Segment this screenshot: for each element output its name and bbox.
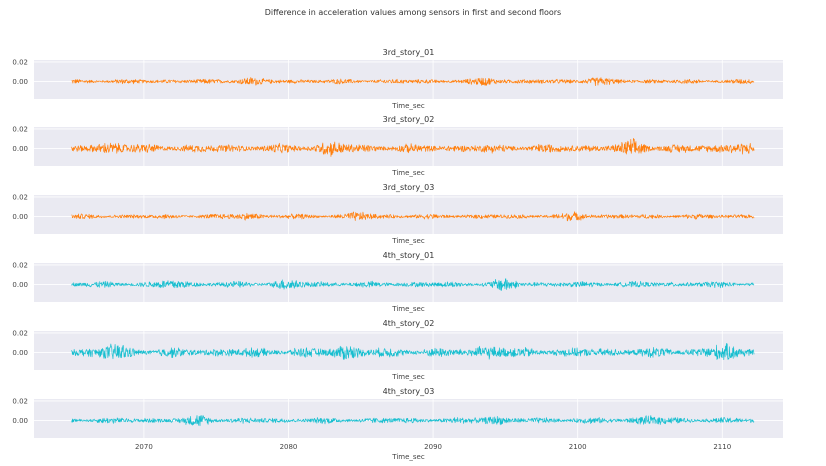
subplot-4th_story_01: 0.00 0.02 4th_story_01 Time_sec <box>12 251 783 313</box>
subplot-background <box>34 60 783 99</box>
x-tick-label: 2080 <box>280 443 298 451</box>
x-axis-label: Time_sec <box>391 169 425 177</box>
x-axis-label: Time_sec <box>391 237 425 245</box>
x-axis-label: Time_sec <box>391 373 425 381</box>
y-tick-label: 0.02 <box>12 58 28 66</box>
y-tick-label: 0.02 <box>12 329 28 337</box>
series-line-3rd_story_03 <box>71 211 755 222</box>
subplot-title: 3rd_story_01 <box>383 48 435 57</box>
x-axis-label: Time_sec <box>391 102 425 110</box>
series-line-3rd_story_01 <box>71 77 755 87</box>
x-tick-label: 2070 <box>135 443 153 451</box>
y-tick-label: 0.00 <box>12 417 28 425</box>
subplot-3rd_story_01: 0.00 0.02 3rd_story_01 Time_sec <box>12 48 783 110</box>
subplot-3rd_story_03: 0.00 0.02 3rd_story_03 Time_sec <box>12 183 783 245</box>
subplot-background <box>34 263 783 302</box>
y-tick-label: 0.00 <box>12 145 28 153</box>
y-tick-label: 0.02 <box>12 397 28 405</box>
y-tick-label: 0.00 <box>12 281 28 289</box>
x-axis-label: Time_sec <box>391 305 425 313</box>
subplot-4th_story_02: 0.00 0.02 4th_story_02 Time_sec <box>12 319 783 381</box>
series-line-3rd_story_02 <box>71 137 755 157</box>
subplot-background <box>34 195 783 234</box>
y-tick-label: 0.02 <box>12 261 28 269</box>
y-tick-label: 0.00 <box>12 213 28 221</box>
subplot-title: 3rd_story_03 <box>383 183 435 192</box>
subplot-background <box>34 399 783 438</box>
series-line-4th_story_03 <box>71 415 755 427</box>
subplot-title: 4th_story_03 <box>383 387 435 396</box>
y-tick-label: 0.00 <box>12 78 28 86</box>
y-tick-label: 0.02 <box>12 125 28 133</box>
y-tick-label: 0.00 <box>12 349 28 357</box>
subplot-4th_story_03: 0.00 0.02 4th_story_03 Time_sec <box>12 387 783 461</box>
series-line-4th_story_01 <box>71 278 755 291</box>
subplot-title: 4th_story_01 <box>383 251 435 260</box>
figure-title: Difference in acceleration values among … <box>264 8 562 17</box>
series-line-4th_story_02 <box>71 343 755 361</box>
x-tick-label: 2110 <box>713 443 731 451</box>
subplot-3rd_story_02: 0.00 0.02 3rd_story_02 Time_sec <box>12 115 783 177</box>
x-tick-label: 2090 <box>424 443 442 451</box>
x-axis-label: Time_sec <box>391 453 425 461</box>
subplot-title: 4th_story_02 <box>383 319 435 328</box>
y-tick-label: 0.02 <box>12 193 28 201</box>
subplot-title: 3rd_story_02 <box>383 115 435 124</box>
x-tick-label: 2100 <box>569 443 587 451</box>
